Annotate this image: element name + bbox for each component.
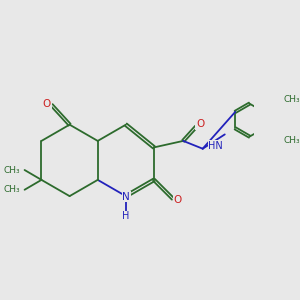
Text: HN: HN [208,141,223,151]
Text: CH₃: CH₃ [283,95,300,104]
Text: H: H [122,212,130,221]
Text: CH₃: CH₃ [3,185,20,194]
Text: O: O [43,99,51,109]
Text: O: O [173,195,181,205]
Text: N: N [122,192,130,202]
Text: O: O [196,119,204,129]
Text: CH₃: CH₃ [3,166,20,175]
Text: CH₃: CH₃ [283,136,300,145]
